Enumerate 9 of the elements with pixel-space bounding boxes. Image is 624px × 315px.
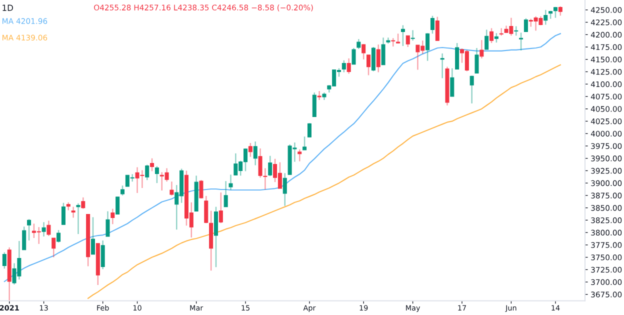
candlestick xyxy=(524,18,528,32)
candlestick xyxy=(499,28,504,36)
candlestick xyxy=(352,47,356,65)
chart-title: 1D xyxy=(2,4,13,11)
candlestick xyxy=(116,196,120,215)
candlestick xyxy=(307,122,312,138)
line-series xyxy=(4,33,561,282)
line-series xyxy=(88,64,561,299)
candlestick xyxy=(317,90,322,101)
